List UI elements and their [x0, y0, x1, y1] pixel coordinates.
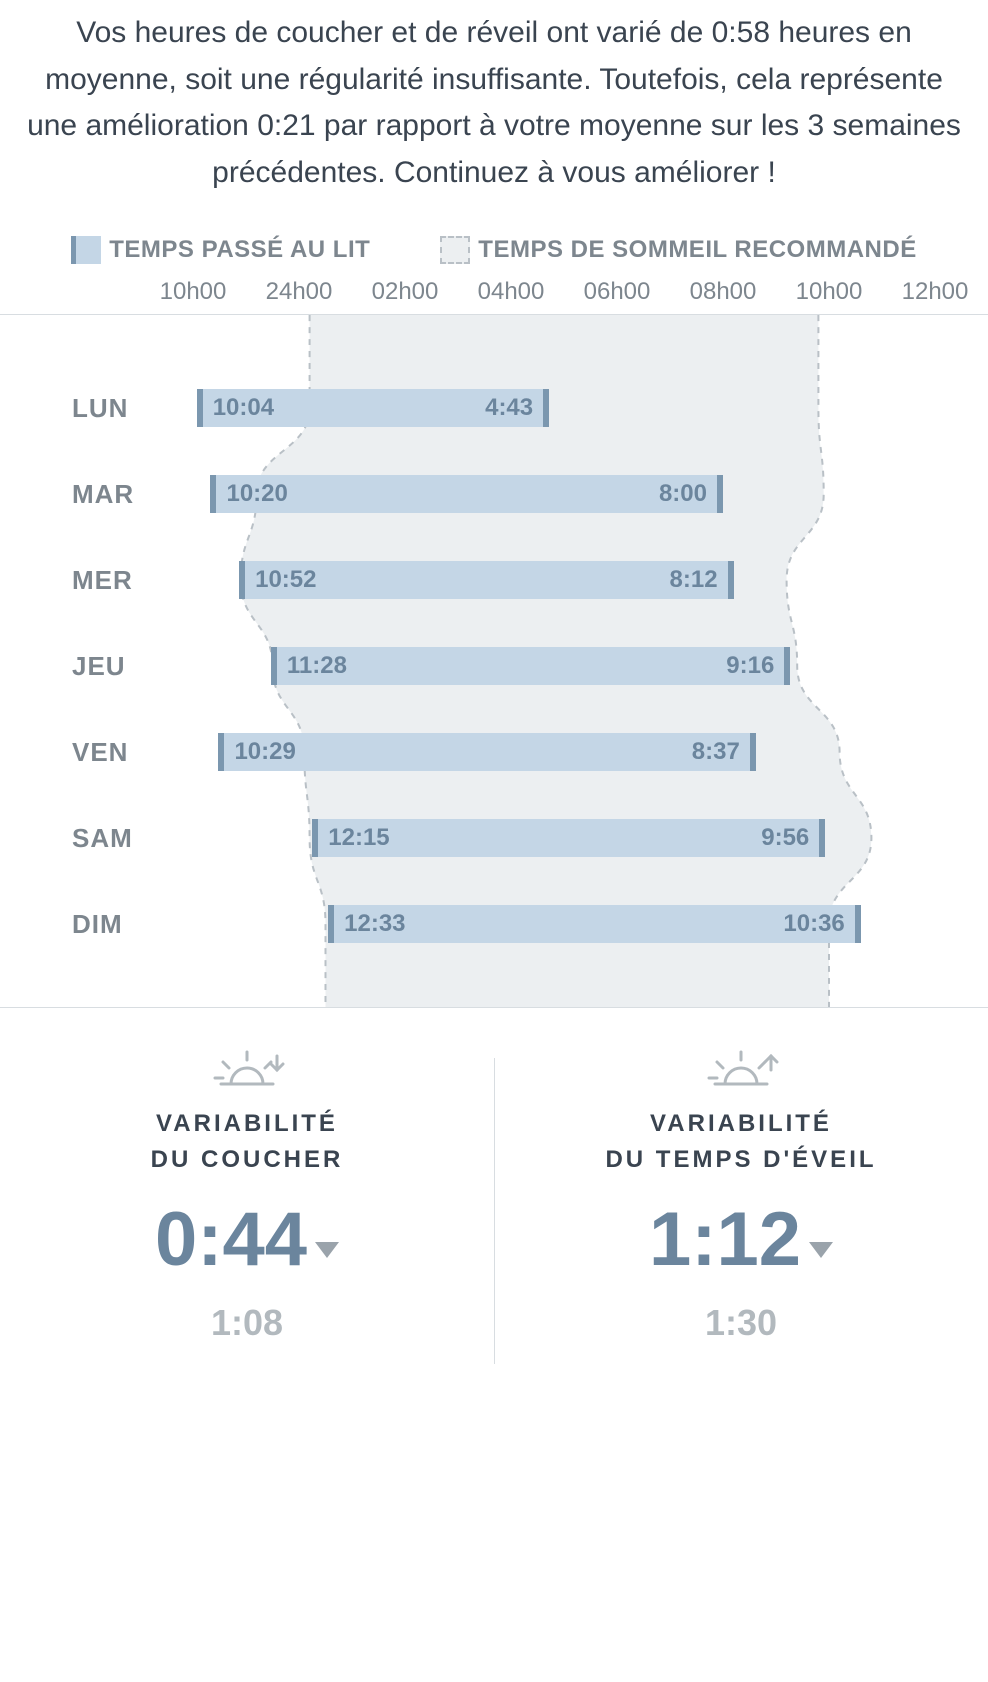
bar-end-label: 9:56	[761, 824, 809, 852]
trend-down-icon	[809, 1242, 833, 1258]
bar-start-label: 10:04	[213, 394, 274, 422]
chart-track: 10:20 8:00	[140, 475, 988, 513]
axis-tick: 24h00	[246, 278, 352, 306]
legend-recommended-label: TEMPS DE SOMMEIL RECOMMANDÉ	[478, 236, 916, 264]
swatch-recommended-icon	[440, 236, 470, 264]
chart-track: 12:33 10:36	[140, 905, 988, 943]
sunset-icon	[209, 1048, 285, 1088]
variability-stats: VARIABILITÉ DU COUCHER 0:44 1:08	[0, 1008, 988, 1374]
chart-track: 12:15 9:56	[140, 819, 988, 857]
sleep-bar: 10:04 4:43	[197, 389, 549, 427]
legend-item-recommended: TEMPS DE SOMMEIL RECOMMANDÉ	[440, 236, 916, 264]
day-label: MAR	[0, 479, 140, 510]
chart-track: 11:28 9:16	[140, 647, 988, 685]
bar-end-label: 10:36	[783, 910, 844, 938]
chart-track: 10:29 8:37	[140, 733, 988, 771]
axis-tick: 10h00	[776, 278, 882, 306]
bar-end-label: 8:37	[692, 738, 740, 766]
bar-start-label: 10:52	[255, 566, 316, 594]
stat-bedtime: VARIABILITÉ DU COUCHER 0:44 1:08	[0, 1048, 494, 1344]
trend-down-icon	[315, 1242, 339, 1258]
bar-end-label: 9:16	[726, 652, 774, 680]
chart-track: 10:04 4:43	[140, 389, 988, 427]
summary-text: Vos heures de coucher et de réveil ont v…	[0, 0, 988, 236]
axis-tick: 04h00	[458, 278, 564, 306]
sunrise-icon	[703, 1048, 779, 1088]
stat-bedtime-title-l1: VARIABILITÉ	[156, 1110, 338, 1137]
bar-start-label: 10:29	[234, 738, 295, 766]
sleep-bar: 12:15 9:56	[312, 819, 825, 857]
chart-row: MAR 10:20 8:00	[0, 451, 988, 537]
swatch-bed-icon	[71, 236, 101, 264]
legend-bed-label: TEMPS PASSÉ AU LIT	[109, 236, 370, 264]
chart-axis: 10h0024h0002h0004h0006h0008h0010h0012h00	[0, 278, 988, 306]
stat-waketime-title-l1: VARIABILITÉ	[650, 1110, 832, 1137]
bar-start-label: 11:28	[287, 652, 347, 680]
bar-start-label: 10:20	[226, 480, 287, 508]
chart-track: 10:52 8:12	[140, 561, 988, 599]
day-label: SAM	[0, 823, 140, 854]
stat-waketime-title-l2: DU TEMPS D'ÉVEIL	[605, 1146, 876, 1173]
legend-item-bed: TEMPS PASSÉ AU LIT	[71, 236, 370, 264]
chart-row: SAM 12:15 9:56	[0, 795, 988, 881]
chart-legend: TEMPS PASSÉ AU LIT TEMPS DE SOMMEIL RECO…	[0, 236, 988, 278]
axis-tick: 08h00	[670, 278, 776, 306]
stat-bedtime-title-l2: DU COUCHER	[151, 1146, 344, 1173]
stat-waketime: VARIABILITÉ DU TEMPS D'ÉVEIL 1:12 1:30	[494, 1048, 988, 1344]
stat-waketime-title: VARIABILITÉ DU TEMPS D'ÉVEIL	[605, 1106, 876, 1178]
axis-tick: 10h00	[140, 278, 246, 306]
bar-end-label: 8:12	[670, 566, 718, 594]
stat-waketime-value-row: 1:12	[649, 1202, 833, 1278]
sleep-bar: 10:29 8:37	[218, 733, 755, 771]
chart-row: VEN 10:29 8:37	[0, 709, 988, 795]
chart-row: JEU 11:28 9:16	[0, 623, 988, 709]
bar-end-label: 4:43	[485, 394, 533, 422]
chart-row: LUN 10:04 4:43	[0, 365, 988, 451]
sleep-bar: 10:52 8:12	[239, 561, 733, 599]
chart-row: DIM 12:33 10:36	[0, 881, 988, 967]
axis-tick: 02h00	[352, 278, 458, 306]
sleep-bar: 11:28 9:16	[271, 647, 790, 685]
chart-row: MER 10:52 8:12	[0, 537, 988, 623]
axis-tick: 12h00	[882, 278, 988, 306]
sleep-bar: 12:33 10:36	[328, 905, 861, 943]
bar-start-label: 12:15	[328, 824, 389, 852]
stat-bedtime-sub: 1:08	[211, 1302, 283, 1344]
sleep-bar: 10:20 8:00	[210, 475, 723, 513]
day-label: MER	[0, 565, 140, 596]
stat-bedtime-value-row: 0:44	[155, 1202, 339, 1278]
bar-end-label: 8:00	[659, 480, 707, 508]
day-label: JEU	[0, 651, 140, 682]
stat-waketime-value: 1:12	[649, 1202, 801, 1278]
bar-start-label: 12:33	[344, 910, 405, 938]
stat-bedtime-title: VARIABILITÉ DU COUCHER	[151, 1106, 344, 1178]
day-label: LUN	[0, 393, 140, 424]
sleep-chart: LUN 10:04 4:43 MAR 10:20 8:00 MER 10:52 8:12 JEU 1…	[0, 314, 988, 1008]
day-label: VEN	[0, 737, 140, 768]
stat-waketime-sub: 1:30	[705, 1302, 777, 1344]
chart-rows: LUN 10:04 4:43 MAR 10:20 8:00 MER 10:52 8:12 JEU 1…	[0, 315, 988, 967]
stat-bedtime-value: 0:44	[155, 1202, 307, 1278]
axis-tick: 06h00	[564, 278, 670, 306]
day-label: DIM	[0, 909, 140, 940]
